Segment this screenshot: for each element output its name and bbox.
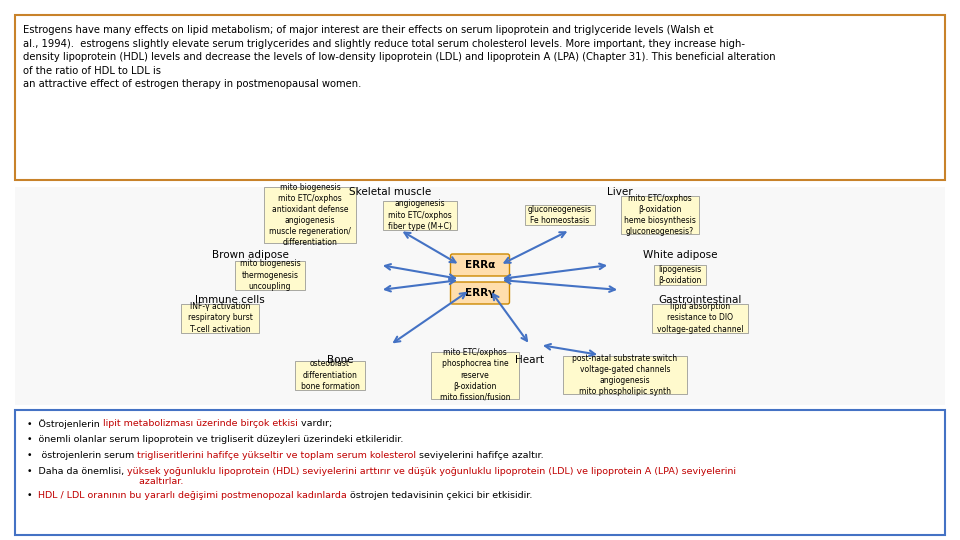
Text: White adipose: White adipose: [643, 250, 717, 260]
Text: •: •: [27, 491, 38, 500]
FancyBboxPatch shape: [264, 187, 356, 243]
Text: Heart: Heart: [516, 355, 544, 365]
Text: Skeletal muscle: Skeletal muscle: [348, 187, 431, 197]
Text: yüksek yoğunluklu lipoprotein (HDL) seviyelerini arttırır ve düşük yoğunluklu li: yüksek yoğunluklu lipoprotein (HDL) sevi…: [127, 467, 736, 487]
Text: post-natal substrate switch
voltage-gated channels
angiogenesis
mito phospholipi: post-natal substrate switch voltage-gate…: [572, 354, 678, 396]
Text: INF-γ activation
respiratory burst
T-cell activation: INF-γ activation respiratory burst T-cel…: [187, 302, 252, 334]
Text: trigliseritlerini hafifçe yükseltir ve toplam serum kolesterol: trigliseritlerini hafifçe yükseltir ve t…: [137, 451, 417, 460]
FancyBboxPatch shape: [15, 187, 945, 405]
Text: ERRα: ERRα: [465, 260, 495, 270]
Text: •  Östrojenlerin: • Östrojenlerin: [27, 419, 103, 429]
Text: Estrogens have many effects on lipid metabolism; of major interest are their eff: Estrogens have many effects on lipid met…: [23, 25, 776, 90]
Text: angiogenesis
mito ETC/oxphos
fiber type (M+C): angiogenesis mito ETC/oxphos fiber type …: [388, 199, 452, 231]
Text: Bone: Bone: [326, 355, 353, 365]
Text: östrojen tedavisinin çekici bir etkisidir.: östrojen tedavisinin çekici bir etkisidi…: [348, 491, 533, 500]
FancyBboxPatch shape: [296, 361, 365, 389]
FancyBboxPatch shape: [564, 356, 686, 394]
FancyBboxPatch shape: [655, 265, 706, 285]
Text: vardır;: vardır;: [298, 419, 332, 428]
Text: mito biogenesis
mito ETC/oxphos
antioxidant defense
angiogenesis
muscle regenera: mito biogenesis mito ETC/oxphos antioxid…: [269, 183, 351, 247]
FancyBboxPatch shape: [621, 196, 699, 234]
Text: Gastrointestinal: Gastrointestinal: [659, 295, 742, 305]
Text: Brown adipose: Brown adipose: [211, 250, 288, 260]
FancyBboxPatch shape: [652, 303, 748, 333]
Text: mito biogenesis
thermogenesis
uncoupling: mito biogenesis thermogenesis uncoupling: [240, 259, 300, 291]
FancyBboxPatch shape: [525, 205, 595, 225]
FancyBboxPatch shape: [450, 254, 510, 276]
Text: •  önemli olanlar serum lipoprotein ve trigliserit düzeyleri üzerindeki etkileri: • önemli olanlar serum lipoprotein ve tr…: [27, 435, 403, 444]
Text: HDL / LDL oranının bu yararlı değişimi postmenopozal kadınlarda: HDL / LDL oranının bu yararlı değişimi p…: [38, 491, 348, 500]
Text: mito ETC/oxphos
phosphocrea tine
reserve
β-oxidation
mito fission/fusion: mito ETC/oxphos phosphocrea tine reserve…: [440, 348, 511, 402]
Text: seviyelerini hafifçe azaltır.: seviyelerini hafifçe azaltır.: [417, 451, 544, 460]
FancyBboxPatch shape: [431, 352, 518, 399]
FancyBboxPatch shape: [15, 410, 945, 535]
Text: gluconeogenesis
Fe homeostasis: gluconeogenesis Fe homeostasis: [528, 205, 592, 225]
Text: •   östrojenlerin serum: • östrojenlerin serum: [27, 451, 137, 460]
Text: ERRγ: ERRγ: [465, 288, 495, 298]
Text: osteoblast
differentiation
bone formation: osteoblast differentiation bone formatio…: [300, 360, 359, 390]
FancyBboxPatch shape: [235, 260, 304, 289]
FancyBboxPatch shape: [15, 15, 945, 180]
FancyBboxPatch shape: [450, 282, 510, 304]
Text: •  Daha da önemlisi,: • Daha da önemlisi,: [27, 467, 127, 476]
Text: lipit metabolizması üzerinde birçok etkisi: lipit metabolizması üzerinde birçok etki…: [103, 419, 298, 428]
FancyBboxPatch shape: [383, 200, 457, 230]
Text: mito ETC/oxphos
β-oxidation
heme biosynthesis
gluconeogenesis?: mito ETC/oxphos β-oxidation heme biosynt…: [624, 194, 696, 236]
Text: lipogenesis
β-oxidation: lipogenesis β-oxidation: [659, 265, 702, 285]
Text: lipid absorption
resistance to DIO
voltage-gated channel: lipid absorption resistance to DIO volta…: [657, 302, 743, 334]
Text: Liver: Liver: [607, 187, 633, 197]
FancyBboxPatch shape: [180, 303, 259, 333]
Text: Immune cells: Immune cells: [195, 295, 265, 305]
